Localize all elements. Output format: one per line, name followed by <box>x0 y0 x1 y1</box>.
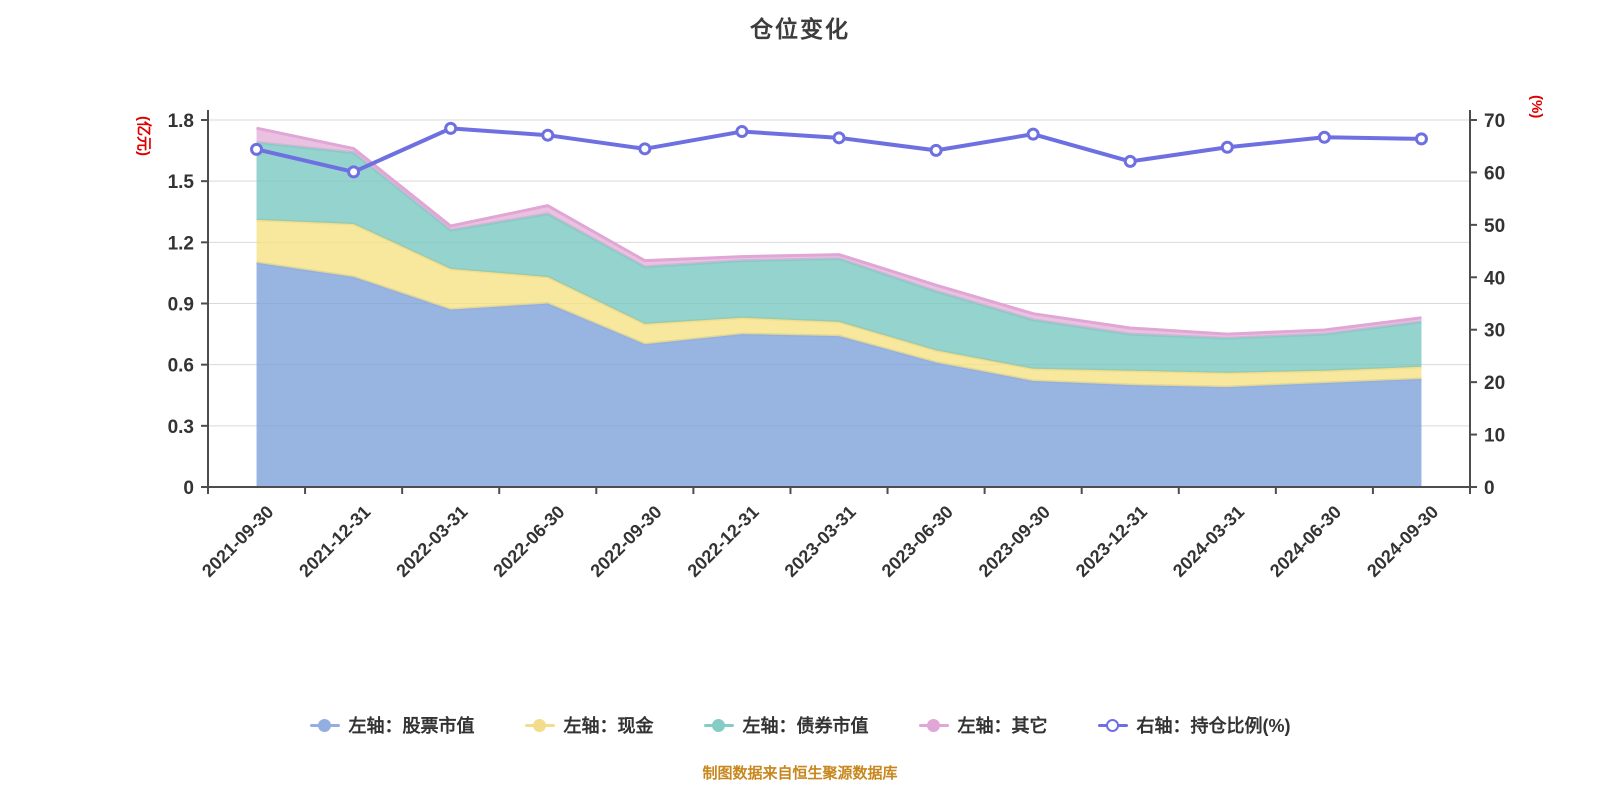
legend-label: 左轴：其它 <box>957 716 1048 736</box>
legend-label: 左轴：现金 <box>563 716 654 736</box>
legend-item-stock[interactable]: 左轴：股票市值 <box>309 712 475 738</box>
area-series-1 <box>256 219 1422 388</box>
left-axis-tick-label: 1.8 <box>168 111 194 132</box>
right-axis-tick-label: 40 <box>1484 268 1505 289</box>
ratio-dot <box>347 165 361 179</box>
right-axis-tick-label: 60 <box>1484 163 1505 184</box>
right-axis-tick-label: 10 <box>1484 426 1505 447</box>
x-axis-tick-label: 2022-03-31 <box>392 502 471 581</box>
x-axis-labels: 2021-09-30 2021-12-31 2022-03-31 2022-06-30… <box>198 502 1442 581</box>
ratio-dot <box>541 128 555 142</box>
right-axis-unit-label: (%) <box>1528 95 1545 119</box>
x-axis-tick-label: 2024-09-30 <box>1363 502 1442 581</box>
ratio-dot <box>735 125 749 139</box>
ratio-legend-marker-icon <box>1097 718 1128 732</box>
right-axis-tick-label: 0 <box>1484 478 1495 499</box>
x-axis-tick-label: 2024-03-31 <box>1169 502 1248 581</box>
right-axis-tick-label: 30 <box>1484 321 1505 342</box>
ratio-dot <box>444 121 458 135</box>
left-axis-tick-label: 0.3 <box>168 417 194 438</box>
ratio-dot <box>638 142 652 156</box>
x-axis-tick-label: 2022-06-30 <box>489 502 568 581</box>
left-axis-tick-label: 1.2 <box>168 233 194 254</box>
legend-label: 左轴：债券市值 <box>742 716 869 736</box>
area-series-2 <box>256 142 1422 373</box>
stock-legend-marker-icon <box>309 718 340 732</box>
right-axis-tick-label: 20 <box>1484 373 1505 394</box>
left-axis-tick-label: 0.6 <box>168 356 194 377</box>
ratio-dot <box>1317 130 1331 144</box>
legend-item-cash[interactable]: 左轴：现金 <box>524 712 654 738</box>
left-axis-tick-label: 0.9 <box>168 295 194 316</box>
left-axis-tick-label: 0 <box>183 478 194 499</box>
legend-label: 左轴：股票市值 <box>348 716 475 736</box>
stacked-areas <box>256 126 1422 487</box>
ratio-dot <box>250 142 264 156</box>
legend-item-position-ratio[interactable]: 右轴：持仓比例(%) <box>1097 712 1291 738</box>
bond-legend-marker-icon <box>703 718 734 732</box>
left-axis-tick-label: 1.5 <box>168 172 195 193</box>
x-axis-tick-label: 2023-06-30 <box>878 502 957 581</box>
ratio-dot <box>1220 140 1234 154</box>
left-axis-labels: 0 0.3 0.6 0.9 1.2 1.5 1.8 <box>168 111 195 499</box>
ratio-line-series <box>250 121 1428 179</box>
legend-label: 右轴：持仓比例(%) <box>1136 716 1291 736</box>
ratio-dot <box>832 131 846 145</box>
area-edge-3 <box>256 126 1422 336</box>
x-axis-tick-label: 2023-03-31 <box>781 502 860 581</box>
x-axis-tick-label: 2023-09-30 <box>975 502 1054 581</box>
legend: 左轴：股票市值 左轴：现金 左轴：债券市值 左轴：其它 右轴：持仓比例(%) <box>0 712 1600 738</box>
x-axis-tick-label: 2024-06-30 <box>1266 502 1345 581</box>
ratio-dot <box>1026 127 1040 141</box>
ratio-dot <box>1414 132 1428 146</box>
legend-item-other[interactable]: 左轴：其它 <box>918 712 1048 738</box>
data-source-note: 制图数据来自恒生聚源数据库 <box>702 765 898 782</box>
ratio-dot <box>1123 154 1137 168</box>
x-axis-tick-label: 2023-12-31 <box>1072 502 1151 581</box>
left-axis-unit-label: (亿元) <box>135 116 152 156</box>
x-axis-tick-label: 2021-12-31 <box>295 502 374 581</box>
area-series-0 <box>256 262 1422 487</box>
right-axis-labels: 0 10 20 30 40 50 60 70 <box>1484 111 1505 499</box>
right-axis-tick-label: 50 <box>1484 216 1505 237</box>
x-axis-tick-label: 2022-12-31 <box>684 502 763 581</box>
x-axis-tick-label: 2022-09-30 <box>586 502 665 581</box>
ratio-dot <box>929 143 943 157</box>
legend-item-bond[interactable]: 左轴：债券市值 <box>703 712 869 738</box>
cash-legend-marker-icon <box>524 718 555 732</box>
right-axis-tick-label: 70 <box>1484 111 1505 132</box>
axes <box>201 110 1477 494</box>
x-axis-tick-label: 2021-09-30 <box>198 502 277 581</box>
other-legend-marker-icon <box>918 718 949 732</box>
chart-title: 仓位变化 <box>750 16 850 42</box>
